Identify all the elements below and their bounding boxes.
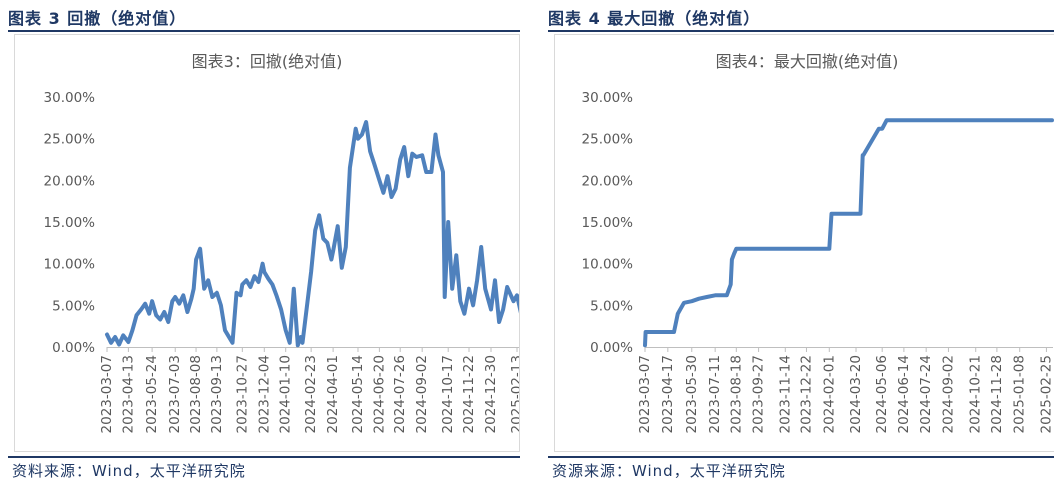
- y-tick-label: 0.00%: [52, 340, 95, 356]
- x-tick-label: 2024-06-20: [371, 355, 387, 433]
- left-top-rule: [8, 30, 520, 32]
- x-tick-label: 2023-05-30: [684, 355, 700, 433]
- y-tick-label: 15.00%: [582, 215, 634, 231]
- y-tick-label: 25.00%: [582, 132, 634, 148]
- right-top-rule: [548, 30, 1054, 32]
- chart-title: 图表4：最大回撤(绝对值): [716, 52, 899, 71]
- x-tick-label: 2023-11-14: [777, 355, 793, 433]
- x-tick-label: 2024-07-24: [918, 355, 934, 433]
- y-tick-label: 10.00%: [582, 257, 634, 273]
- right-source-note: 资源来源：Wind，太平洋研究院: [552, 462, 786, 480]
- x-tick-label: 2024-09-02: [940, 355, 956, 433]
- x-tick-label: 2023-05-24: [144, 355, 160, 433]
- x-tick-label: 2023-04-13: [120, 355, 136, 433]
- x-tick-label: 2024-11-28: [989, 355, 1005, 433]
- right-bottom-rule: [548, 456, 1054, 458]
- drawdown-chart-svg: 图表3：回撤(绝对值) 0.00% 5.00% 10.00% 15.00% 20.00% 2…: [44, 52, 519, 433]
- x-tick-label: 2024-10-21: [968, 355, 984, 433]
- x-tick-label: 2024-05-14: [350, 355, 366, 433]
- x-tick-label: 2024-04-01: [325, 355, 341, 433]
- x-tick-label: 2023-12-22: [798, 355, 814, 433]
- y-tick-label: 5.00%: [590, 298, 633, 314]
- x-tick-label: 2023-03-07: [637, 355, 653, 433]
- y-tick-label: 0.00%: [590, 340, 633, 356]
- max-drawdown-chart-svg: 图表4：最大回撤(绝对值) 0.00% 5.00% 10.00% 15.00% 20.00…: [582, 52, 1054, 433]
- left-bottom-rule: [8, 456, 520, 458]
- y-tick-label: 25.00%: [44, 132, 96, 148]
- y-tick-label: 10.00%: [44, 257, 96, 273]
- x-tick-label: 2023-08-08: [188, 355, 204, 433]
- x-tick-label: 2024-10-17: [440, 355, 456, 433]
- x-tick-label: 2023-07-11: [707, 355, 723, 433]
- drawdown-chart: 图表3：回撤(绝对值) 0.00% 5.00% 10.00% 15.00% 20.00% 2…: [14, 34, 520, 452]
- max-drawdown-chart: 图表4：最大回撤(绝对值) 0.00% 5.00% 10.00% 15.00% 20.00…: [554, 34, 1054, 452]
- left-panel: 图表 3 回撤（绝对值） 图表3：回撤(绝对值) 0.00% 5.00% 10.00%…: [8, 0, 520, 488]
- x-tick-label: 2024-09-02: [414, 355, 430, 433]
- y-tick-label: 5.00%: [52, 298, 95, 314]
- x-tick-label: 2025-02-25: [1038, 355, 1054, 433]
- x-tick-label: 2023-03-07: [99, 355, 115, 433]
- left-figure-caption: 图表 3 回撤（绝对值）: [8, 9, 187, 28]
- x-tick-label: 2025-01-08: [1012, 355, 1028, 433]
- x-tick-label: 2025-02-13: [509, 355, 519, 433]
- x-tick-label: 2023-10-27: [234, 355, 250, 433]
- x-tick-label: 2024-05-06: [874, 355, 890, 433]
- x-tick-label: 2024-11-22: [461, 355, 477, 433]
- x-tick-label: 2024-12-30: [483, 355, 499, 433]
- x-tick-label: 2024-03-20: [848, 355, 864, 433]
- x-tick-label: 2023-09-13: [209, 355, 225, 433]
- y-tick-label: 15.00%: [44, 215, 96, 231]
- x-tick-label: 2023-04-17: [660, 355, 676, 433]
- x-tick-label: 2024-06-14: [896, 355, 912, 433]
- x-tick-label: 2024-07-26: [392, 355, 408, 433]
- series-line: [643, 118, 1054, 348]
- right-figure-caption: 图表 4 最大回撤（绝对值）: [548, 9, 761, 28]
- x-tick-label: 2023-09-27: [751, 355, 767, 433]
- y-tick-label: 20.00%: [582, 173, 634, 189]
- x-tick-label: 2023-12-04: [256, 355, 272, 433]
- x-tick-label: 2024-02-01: [821, 355, 837, 433]
- left-source-note: 资料来源：Wind，太平洋研究院: [12, 462, 246, 480]
- y-tick-label: 30.00%: [44, 90, 96, 106]
- right-panel: 图表 4 最大回撤（绝对值） 图表4：最大回撤(绝对值) 0.00% 5.00% 10…: [548, 0, 1054, 488]
- chart-title: 图表3：回撤(绝对值): [192, 52, 343, 71]
- x-tick-label: 2023-08-18: [728, 355, 744, 433]
- y-tick-label: 20.00%: [44, 173, 96, 189]
- x-tick-label: 2024-02-23: [303, 355, 319, 433]
- series-line: [105, 120, 519, 348]
- x-tick-label: 2023-07-03: [167, 355, 183, 433]
- y-tick-label: 30.00%: [582, 90, 634, 106]
- x-tick-label: 2024-01-10: [278, 355, 294, 433]
